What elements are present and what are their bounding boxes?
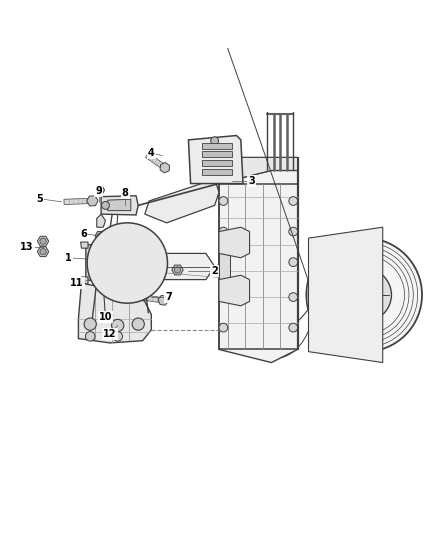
Polygon shape [201,151,232,157]
Circle shape [308,238,422,352]
Text: 13: 13 [20,242,34,252]
Polygon shape [158,295,169,305]
Polygon shape [188,135,243,183]
Circle shape [350,280,381,310]
Polygon shape [219,227,250,258]
Polygon shape [219,171,297,362]
Circle shape [122,258,133,268]
Polygon shape [308,227,383,362]
Circle shape [289,258,297,266]
Text: 7: 7 [166,292,172,302]
Text: 9: 9 [95,187,102,196]
Polygon shape [64,198,92,205]
Circle shape [84,318,96,330]
Circle shape [112,319,124,332]
Circle shape [219,323,228,332]
Circle shape [219,197,228,205]
Polygon shape [145,153,166,170]
Polygon shape [160,163,170,173]
Circle shape [289,197,297,205]
Circle shape [85,332,95,341]
Circle shape [88,295,97,304]
Polygon shape [201,143,232,149]
Polygon shape [81,277,88,284]
Circle shape [40,238,46,244]
Circle shape [98,188,102,192]
Circle shape [289,323,297,332]
Ellipse shape [87,223,167,303]
Circle shape [219,258,228,266]
Text: 1: 1 [65,253,72,263]
Text: 12: 12 [103,329,117,339]
Polygon shape [219,249,230,280]
Text: 2: 2 [211,266,218,276]
Polygon shape [219,157,297,183]
Text: 11: 11 [71,278,84,288]
Polygon shape [96,187,105,194]
Circle shape [106,242,148,284]
Polygon shape [201,160,232,166]
Polygon shape [86,314,108,321]
Text: 8: 8 [122,188,129,198]
Polygon shape [219,275,250,306]
Circle shape [219,293,228,302]
Polygon shape [37,236,49,246]
Circle shape [97,233,103,239]
Polygon shape [145,179,219,223]
Polygon shape [37,247,49,256]
Polygon shape [87,196,98,206]
Circle shape [102,201,110,209]
Polygon shape [97,214,106,227]
Circle shape [132,318,145,330]
Polygon shape [103,314,113,324]
Circle shape [40,248,46,255]
Polygon shape [101,196,138,215]
Circle shape [359,288,372,302]
Circle shape [289,293,297,302]
Circle shape [211,137,219,144]
Text: 10: 10 [99,312,112,322]
Polygon shape [108,199,131,211]
Circle shape [339,269,392,321]
Polygon shape [86,295,114,302]
Polygon shape [172,265,183,275]
Polygon shape [134,294,164,303]
Text: 4: 4 [148,148,155,158]
Polygon shape [201,169,232,175]
Polygon shape [81,242,88,248]
Circle shape [219,227,228,236]
Circle shape [115,251,140,275]
Polygon shape [149,253,215,280]
Polygon shape [78,283,151,343]
Text: 3: 3 [248,176,255,187]
Polygon shape [95,231,106,240]
Circle shape [289,227,297,236]
Text: 6: 6 [80,229,87,239]
Circle shape [174,267,180,273]
Polygon shape [86,240,119,284]
Circle shape [113,332,123,341]
Text: 5: 5 [37,194,43,204]
